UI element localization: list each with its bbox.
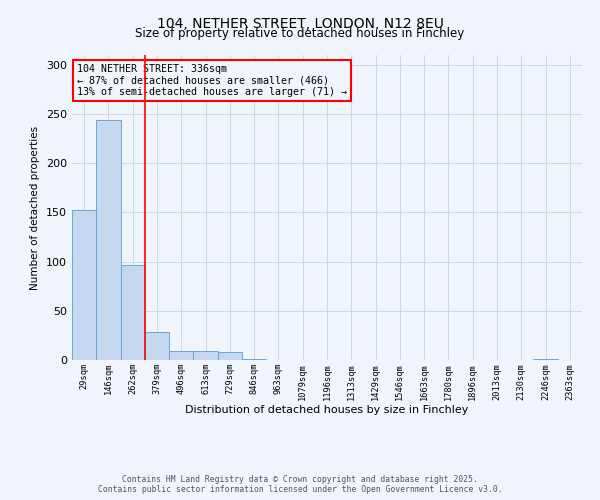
- Text: Size of property relative to detached houses in Finchley: Size of property relative to detached ho…: [136, 28, 464, 40]
- Bar: [242, 359, 266, 360]
- Bar: [96, 120, 121, 360]
- X-axis label: Distribution of detached houses by size in Finchley: Distribution of detached houses by size …: [185, 405, 469, 415]
- Bar: [218, 352, 242, 360]
- Bar: [145, 332, 169, 360]
- Text: 104, NETHER STREET, LONDON, N12 8EU: 104, NETHER STREET, LONDON, N12 8EU: [157, 18, 443, 32]
- Text: 104 NETHER STREET: 336sqm
← 87% of detached houses are smaller (466)
13% of semi: 104 NETHER STREET: 336sqm ← 87% of detac…: [77, 64, 347, 98]
- Bar: [121, 264, 145, 360]
- Bar: [72, 210, 96, 360]
- Text: Contains HM Land Registry data © Crown copyright and database right 2025.
Contai: Contains HM Land Registry data © Crown c…: [98, 474, 502, 494]
- Bar: [169, 351, 193, 360]
- Y-axis label: Number of detached properties: Number of detached properties: [31, 126, 40, 290]
- Bar: [533, 359, 558, 360]
- Bar: [193, 351, 218, 360]
